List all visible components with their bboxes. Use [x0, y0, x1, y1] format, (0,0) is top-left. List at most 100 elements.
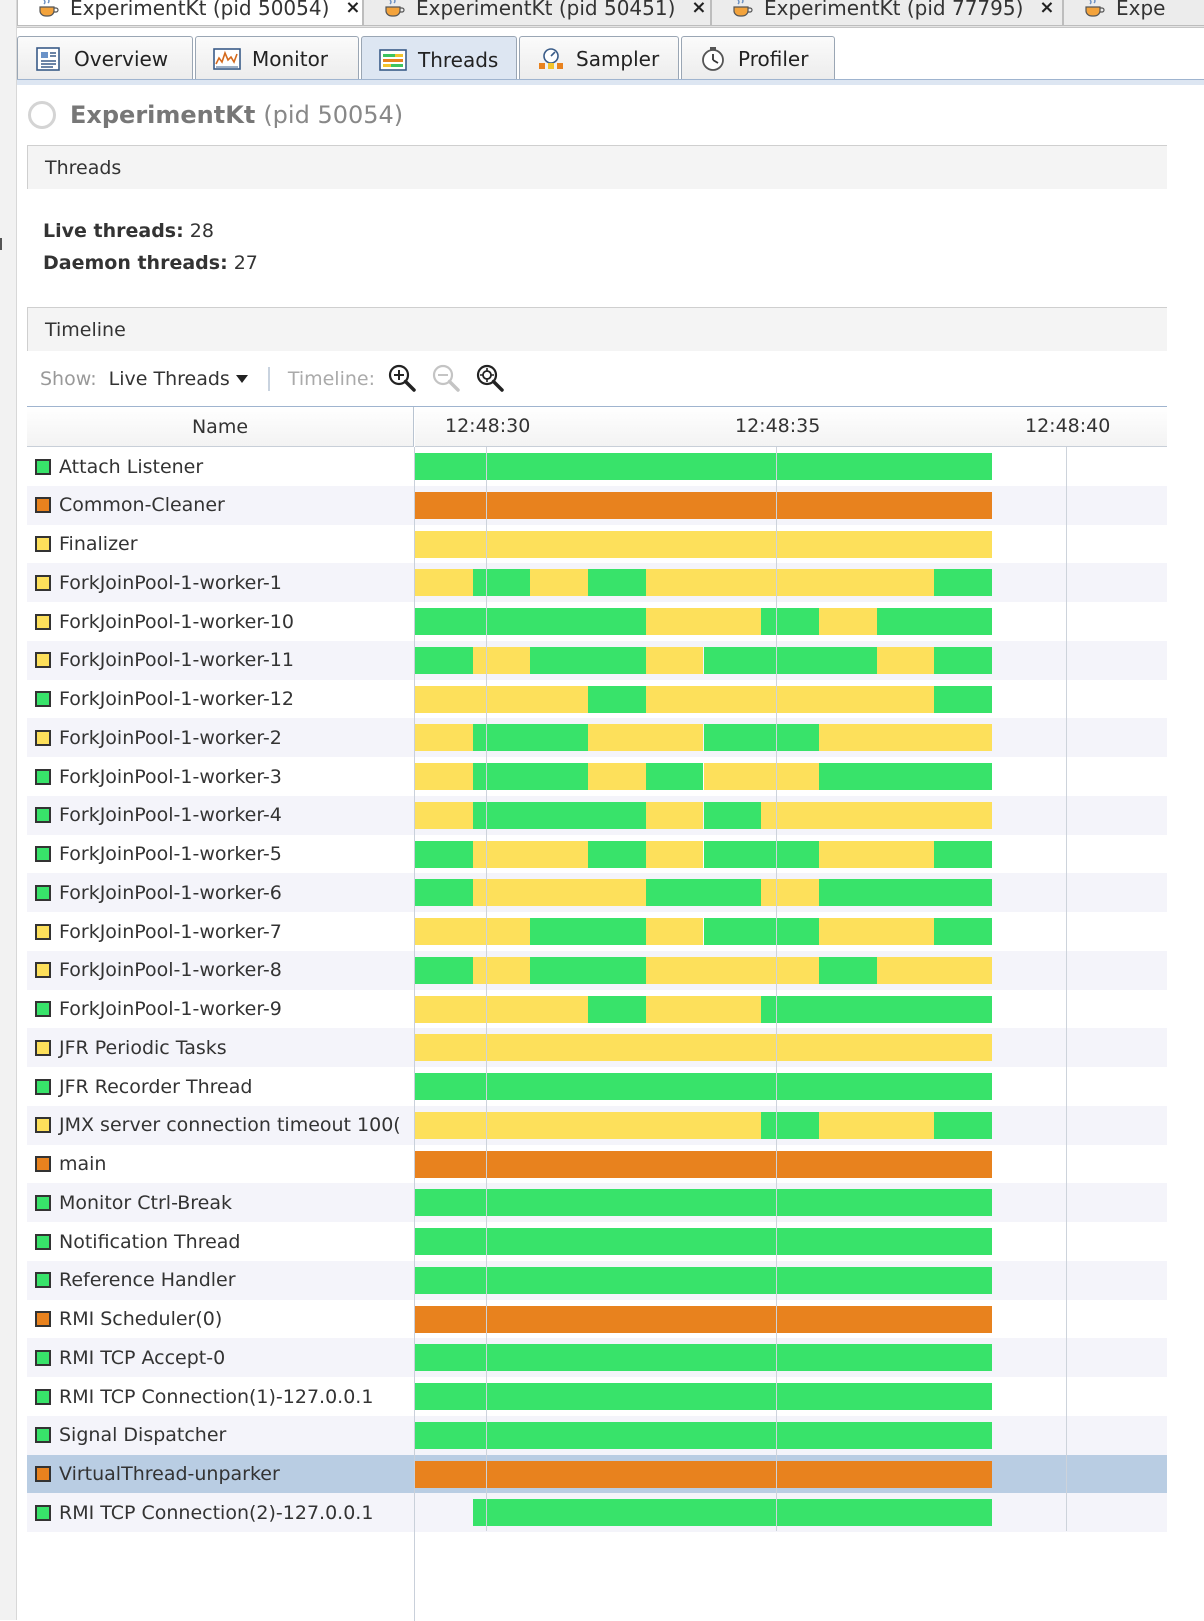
table-row[interactable]: RMI TCP Connection(2)-127.0.0.1: [27, 1493, 1167, 1533]
thread-state-segment-running: [415, 1344, 992, 1372]
name-column-header[interactable]: Name: [27, 407, 414, 447]
thread-state-segment-sleeping: [645, 685, 935, 713]
table-row[interactable]: ForkJoinPool-1-worker-8: [27, 950, 1167, 990]
table-row[interactable]: Common-Cleaner: [27, 485, 1167, 525]
table-row[interactable]: ForkJoinPool-1-worker-12: [27, 680, 1167, 719]
timeline-gridline: [776, 447, 777, 1531]
thread-name: ForkJoinPool-1-worker-4: [59, 804, 282, 827]
tab-overview-label: Overview: [74, 46, 169, 71]
thread-timeline-cell: [415, 1455, 1167, 1494]
close-icon[interactable]: ×: [1039, 0, 1055, 18]
thread-name-cell: ForkJoinPool-1-worker-5: [35, 835, 413, 874]
thread-state-segment-wait: [415, 1460, 992, 1488]
thread-state-segment-running: [588, 569, 646, 597]
thread-state-segment-sleeping: [645, 608, 762, 635]
close-icon[interactable]: ×: [691, 0, 707, 18]
thread-state-segment-wait: [415, 1150, 992, 1178]
table-row[interactable]: ForkJoinPool-1-worker-4: [27, 795, 1167, 835]
thread-state-icon: [35, 1504, 51, 1521]
table-row[interactable]: ForkJoinPool-1-worker-9: [27, 990, 1167, 1029]
thread-name-cell: JFR Recorder Thread: [35, 1067, 413, 1106]
tab-sampler[interactable]: Sampler: [519, 36, 679, 80]
table-row[interactable]: Finalizer: [27, 525, 1167, 564]
tab-threads[interactable]: Threads: [361, 36, 517, 82]
thread-state-segment-running: [415, 956, 473, 984]
thread-state-icon: [35, 1349, 51, 1366]
thread-name-cell: RMI TCP Accept-0: [35, 1338, 413, 1377]
thread-state-segment-running: [472, 763, 589, 790]
thread-state-segment-running: [415, 1421, 992, 1449]
table-row[interactable]: ForkJoinPool-1-worker-11: [27, 640, 1167, 680]
table-row[interactable]: JFR Recorder Thread: [27, 1067, 1167, 1106]
thread-state-icon: [35, 652, 51, 669]
show-dropdown[interactable]: Live Threads: [109, 368, 248, 390]
thread-name-cell: ForkJoinPool-1-worker-11: [35, 641, 413, 680]
thread-state-icon: [35, 846, 51, 862]
thread-state-segment-running: [761, 1111, 819, 1139]
thread-timeline-cell: [415, 1183, 1167, 1222]
thread-state-segment-sleeping: [818, 724, 992, 752]
table-row[interactable]: RMI TCP Accept-0: [27, 1338, 1167, 1378]
thread-state-segment-sleeping: [588, 724, 704, 752]
table-row[interactable]: JMX server connection timeout 100(: [27, 1105, 1167, 1145]
column-divider[interactable]: [414, 447, 415, 1621]
thread-state-segment-running: [415, 1189, 992, 1217]
thread-name-cell: RMI TCP Connection(2)-127.0.0.1: [35, 1493, 413, 1532]
table-row[interactable]: ForkJoinPool-1-worker-3: [27, 757, 1167, 796]
tab-overview[interactable]: Overview: [17, 36, 193, 80]
table-row[interactable]: ForkJoinPool-1-worker-6: [27, 873, 1167, 913]
thread-name-cell: ForkJoinPool-1-worker-10: [35, 602, 413, 641]
table-row[interactable]: main: [27, 1145, 1167, 1184]
monitor-icon: [212, 46, 242, 72]
table-row[interactable]: RMI Scheduler(0): [27, 1300, 1167, 1339]
thread-timeline-cell: [415, 718, 1167, 757]
doc-tab-pid-77795[interactable]: ExperimentKt (pid 77795) ×: [711, 0, 1063, 26]
tab-underline: [17, 79, 1204, 85]
thread-state-segment-running: [934, 569, 992, 597]
table-row[interactable]: Notification Thread: [27, 1222, 1167, 1261]
zoom-out-icon[interactable]: [431, 363, 463, 395]
table-row[interactable]: Signal Dispatcher: [27, 1415, 1167, 1455]
tick-label: 12:48:30: [445, 415, 531, 437]
table-row[interactable]: VirtualThread-unparker: [27, 1454, 1167, 1494]
thread-timeline-cell: [415, 447, 1167, 486]
thread-name-cell: Attach Listener: [35, 447, 413, 486]
thread-name: main: [59, 1153, 107, 1175]
doc-tab-truncated[interactable]: Expe: [1063, 0, 1204, 26]
table-row[interactable]: Reference Handler: [27, 1260, 1167, 1300]
tab-profiler[interactable]: Profiler: [681, 36, 835, 80]
table-row[interactable]: ForkJoinPool-1-worker-1: [27, 563, 1167, 603]
thread-name-cell: Notification Thread: [35, 1222, 413, 1261]
close-icon[interactable]: ×: [345, 0, 361, 18]
table-row[interactable]: ForkJoinPool-1-worker-7: [27, 912, 1167, 951]
tab-monitor[interactable]: Monitor: [195, 36, 359, 80]
thread-name-cell: VirtualThread-unparker: [35, 1455, 413, 1494]
table-row[interactable]: ForkJoinPool-1-worker-2: [27, 718, 1167, 758]
thread-state-segment-running: [934, 918, 992, 945]
java-cup-icon: [1082, 0, 1106, 18]
zoom-fit-icon[interactable]: [475, 363, 507, 395]
show-label: Show:: [40, 368, 97, 390]
table-row[interactable]: Attach Listener: [27, 447, 1167, 486]
doc-tab-pid-50054[interactable]: ExperimentKt (pid 50054) ×: [17, 0, 363, 26]
thread-state-icon: [35, 884, 51, 901]
thread-timeline-cell: [415, 525, 1167, 564]
thread-name: ForkJoinPool-1-worker-11: [59, 649, 294, 672]
thread-timeline-cell: [415, 1106, 1167, 1145]
threads-timeline-table: Name 12:48:30 12:48:35 12:48:40 Attach L…: [27, 406, 1167, 1621]
thread-name: ForkJoinPool-1-worker-3: [59, 765, 282, 788]
table-row[interactable]: Monitor Ctrl-Break: [27, 1183, 1167, 1223]
timeline-section-header: Timeline: [27, 307, 1167, 351]
table-row[interactable]: ForkJoinPool-1-worker-5: [27, 835, 1167, 874]
thread-name: Common-Cleaner: [59, 494, 225, 517]
thread-state-segment-sleeping: [818, 840, 935, 868]
table-row[interactable]: ForkJoinPool-1-worker-10: [27, 602, 1167, 641]
zoom-in-icon[interactable]: [387, 363, 419, 395]
name-header-label: Name: [191, 415, 249, 438]
timeline-column-header[interactable]: 12:48:30 12:48:35 12:48:40: [415, 407, 1167, 447]
doc-tab-pid-50451[interactable]: ExperimentKt (pid 50451) ×: [363, 0, 711, 26]
table-row[interactable]: JFR Periodic Tasks: [27, 1028, 1167, 1068]
thread-state-icon: [35, 1311, 51, 1327]
thread-name: Attach Listener: [59, 455, 204, 478]
table-row[interactable]: RMI TCP Connection(1)-127.0.0.1: [27, 1377, 1167, 1416]
